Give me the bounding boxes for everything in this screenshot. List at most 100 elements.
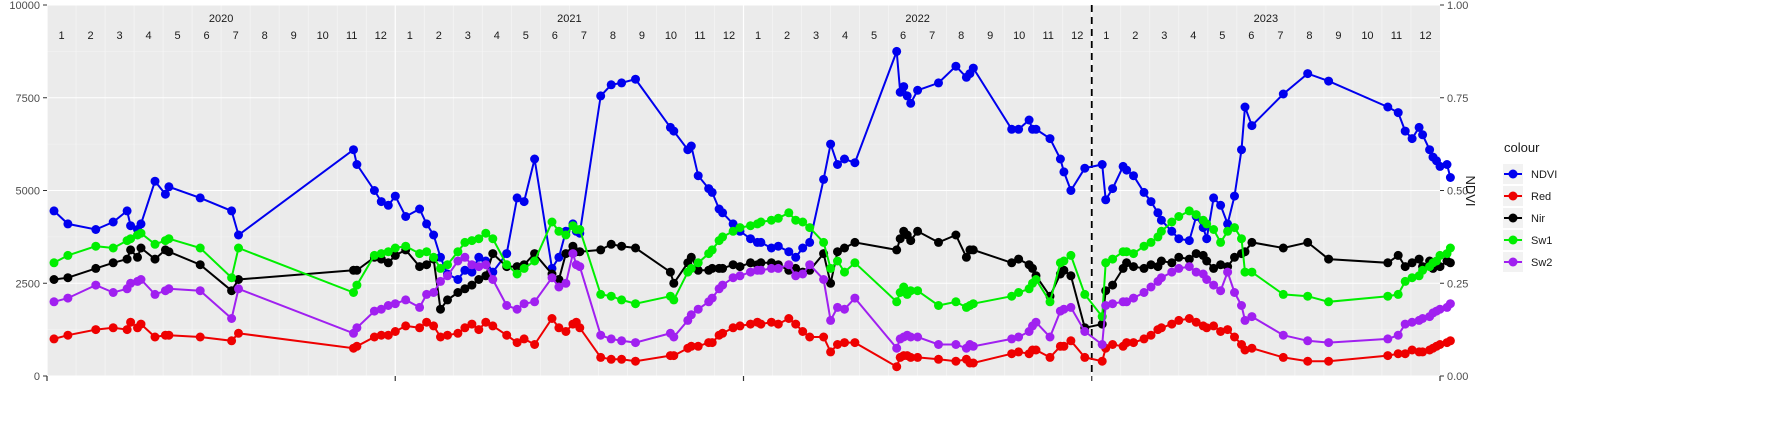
data-point-ndvi [617,78,627,88]
data-point-red [1184,314,1194,323]
data-point-sw2 [1146,282,1156,292]
data-point-sw2 [150,289,160,299]
data-point-ndvi [693,171,703,181]
month-label: 11 [346,30,357,42]
data-point-sw1 [519,263,529,273]
data-point-nir [1139,263,1149,273]
month-label: 8 [958,30,964,42]
data-point-sw1 [906,286,916,296]
legend-item-nir: Nir [1503,208,1545,228]
data-point-sw2 [756,265,766,275]
data-point-ndvi [934,78,943,88]
data-point-ndvi [1407,134,1417,144]
data-point-sw1 [1080,289,1090,299]
data-point-nir [707,263,717,273]
data-point-sw1 [798,217,808,227]
data-point-nir [108,258,118,268]
month-label: 12 [1419,30,1431,42]
data-point-sw1 [126,234,136,244]
data-point-ndvi [474,252,484,262]
data-point-nir [1129,262,1138,272]
data-point-ndvi [1223,219,1233,229]
month-label: 12 [1071,30,1083,42]
data-point-sw2 [693,304,703,314]
month-label: 4 [842,30,848,42]
data-point-sw2 [436,276,445,286]
data-point-red [1108,340,1118,349]
data-point-sw2 [1139,288,1149,297]
data-point-sw2 [1066,302,1076,312]
data-point-sw1 [1014,288,1024,297]
data-point-ndvi [850,158,860,168]
data-point-sw2 [1445,299,1455,309]
data-point-red [596,352,606,362]
data-point-red [756,319,766,329]
data-point-red [805,332,815,342]
legend-key-point [1508,235,1518,245]
data-point-sw2 [376,304,386,314]
data-point-ndvi [150,176,160,186]
data-point-red [1407,345,1417,355]
year-label: 2021 [557,13,581,25]
series-red [49,314,1455,372]
data-point-red [1383,351,1393,361]
data-point-ndvi [1174,234,1184,244]
data-point-nir [1247,237,1257,247]
data-point-sw2 [474,262,484,272]
data-point-ndvi [707,187,717,197]
data-point-nir [488,249,498,259]
data-point-sw2 [934,340,943,349]
data-point-red [1059,341,1069,351]
data-point-sw2 [766,263,776,273]
data-point-sw1 [1108,254,1118,264]
data-point-ndvi [460,265,470,275]
data-point-sw2 [631,338,640,348]
data-point-ndvi [784,247,794,257]
data-point-nir [892,245,902,255]
data-point-sw1 [840,267,849,277]
month-label: 3 [813,30,819,42]
legend-label: Sw1 [1531,235,1552,247]
data-point-nir [756,258,766,268]
data-point-ndvi [1156,215,1166,225]
data-point-red [474,325,484,335]
data-point-sw1 [460,237,470,247]
data-point-ndvi [1184,236,1194,246]
data-point-ndvi [467,267,477,277]
data-point-sw2 [833,302,842,312]
legend-label: Red [1531,191,1551,203]
data-point-ndvi [401,212,411,221]
data-point-nir [1174,252,1184,262]
data-point-ndvi [1216,200,1226,210]
data-point-red [1240,345,1250,355]
data-point-ndvi [833,160,842,169]
month-label: 11 [1391,30,1402,42]
data-point-sw1 [631,299,640,309]
data-point-ndvi [530,154,540,164]
data-point-ndvi [49,206,59,216]
y-right-tick-label: 1.00 [1447,0,1468,12]
data-point-sw1 [805,223,815,233]
data-point-sw1 [686,263,696,273]
legend-label: Sw2 [1531,257,1552,269]
data-point-sw2 [519,299,529,309]
data-point-sw2 [126,278,136,288]
data-point-sw1 [136,228,146,238]
year-label: 2020 [209,13,233,25]
data-point-ndvi [1146,197,1156,207]
data-point-sw2 [735,271,745,281]
data-point-sw2 [227,314,237,323]
data-point-sw1 [1191,210,1201,220]
data-point-nir [686,252,696,262]
data-point-ndvi [606,80,616,90]
data-point-nir [227,286,237,296]
data-point-nir [718,263,728,273]
data-point-ndvi [383,200,393,210]
y-axis-right-title: NDVI [1463,175,1478,206]
month-label: 5 [523,30,529,42]
data-point-sw1 [707,245,717,255]
data-point-red [91,325,101,335]
data-point-red [693,341,703,351]
month-label: 7 [581,30,587,42]
data-point-sw2 [1400,319,1410,329]
